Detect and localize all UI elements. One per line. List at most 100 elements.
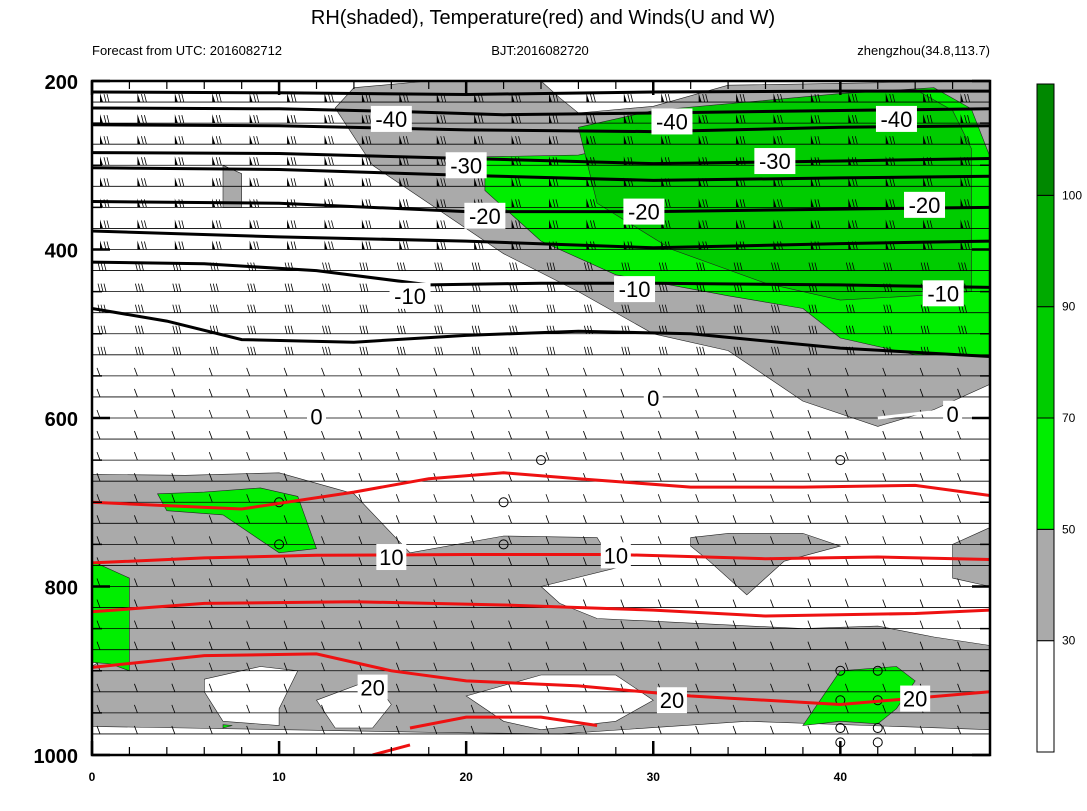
wind-barb-feather: [368, 115, 372, 124]
wind-barb-feather: [395, 725, 400, 735]
wind-barb-feather: [246, 578, 251, 587]
isotherm-label-box: [464, 202, 506, 229]
wind-barb-feather: [590, 220, 593, 229]
wind-barb-feather: [702, 93, 706, 103]
wind-barb-feather: [733, 262, 737, 271]
wind-barb-feather: [181, 178, 185, 187]
wind-barb-feather: [555, 220, 559, 229]
wind-barb-feather: [620, 473, 625, 482]
wind-barb-feather: [661, 262, 665, 271]
wind-barb-feather: [477, 325, 481, 334]
wind-barb-feather: [433, 620, 438, 629]
wind-barb-pennant: [549, 219, 552, 229]
wind-barb-pennant: [324, 219, 328, 229]
wind-barb-feather: [699, 304, 703, 313]
wind-barb-feather: [321, 536, 325, 545]
wind-barb-feather: [770, 494, 774, 503]
rh-region-50-70: [92, 472, 990, 735]
wind-barb-pennant: [174, 177, 178, 187]
wind-barb-feather: [395, 515, 400, 524]
wind-barb-feather: [181, 93, 185, 103]
wind-barb-feather: [621, 304, 625, 313]
wind-barb-feather: [365, 178, 369, 187]
isotherm-label-box: [651, 108, 693, 135]
wind-barb-pennant: [474, 177, 478, 187]
wind-barb-feather: [844, 599, 849, 608]
wind-barb-feather: [144, 178, 147, 187]
wind-barb-pennant: [474, 135, 478, 145]
wind-barb-feather: [470, 430, 475, 440]
wind-barb-feather: [844, 367, 849, 377]
wind-barb-feather: [171, 494, 176, 503]
isotherm--40: [92, 106, 990, 117]
wind-barb-feather: [705, 93, 709, 103]
wind-barb-pennant: [960, 114, 964, 124]
wind-barb-feather: [328, 115, 331, 124]
calm-wind-circle: [498, 539, 509, 550]
isotherm-zero: [129, 440, 224, 452]
wind-barb-feather: [440, 304, 444, 313]
wind-barb-pennant: [399, 240, 403, 250]
wind-barb-feather: [695, 620, 700, 629]
wind-barb-feather: [208, 367, 213, 377]
wind-barb-pennant: [212, 135, 216, 145]
wind-barb-feather: [283, 620, 288, 629]
wind-barb-feather: [141, 241, 144, 250]
wind-barb-pennant: [287, 114, 291, 124]
wind-barb-feather: [545, 725, 550, 735]
wind-barb-feather: [593, 115, 596, 124]
wind-barb-feather: [508, 683, 512, 692]
wind-barb-feather: [882, 641, 887, 650]
wind-barb-feather: [770, 620, 774, 629]
wind-barb-feather: [851, 136, 855, 145]
wind-barb-feather: [437, 262, 441, 271]
wind-barb-feather: [555, 199, 559, 208]
wind-barb-pennant: [810, 114, 814, 124]
wind-barb-feather: [358, 578, 363, 587]
wind-barb-feather: [590, 304, 593, 313]
wind-barb-feather: [474, 304, 478, 313]
calm-wind-circle: [536, 455, 546, 466]
wind-barb-feather: [546, 346, 550, 355]
wind-barb-feather: [368, 157, 372, 166]
wind-barb-feather: [321, 430, 325, 440]
wind-barb-feather: [322, 325, 325, 334]
wind-barb-feather: [208, 683, 213, 692]
wind-barb-feather: [624, 262, 628, 271]
wind-barb-feather: [929, 220, 933, 229]
colorbar-label: 100: [1062, 188, 1082, 202]
wind-barb-feather: [957, 725, 961, 735]
wind-barb-feather: [181, 157, 185, 166]
isotherm-label-box: [943, 400, 963, 427]
wind-barb-feather: [807, 725, 812, 735]
wind-barb-feather: [620, 494, 625, 503]
wind-barb-feather: [134, 578, 138, 587]
wind-barb-feather: [736, 346, 740, 355]
wind-barb-feather: [920, 325, 924, 334]
wind-barb-pennant: [174, 93, 178, 103]
wind-barb-feather: [135, 304, 138, 313]
wind-barb-feather: [215, 136, 219, 145]
wind-barb-feather: [246, 494, 251, 503]
wind-barb-feather: [515, 136, 518, 145]
wind-barb-feather: [964, 93, 967, 103]
wind-barb-feather: [512, 304, 515, 313]
wind-barb-pennant: [661, 135, 665, 145]
wind-barb-feather: [695, 473, 700, 482]
wind-barb-feather: [172, 304, 176, 313]
wind-barb-feather: [246, 430, 251, 440]
wind-barb-feather: [848, 304, 852, 313]
wind-barb-feather: [961, 325, 964, 334]
y-tick-label: 800: [45, 578, 78, 600]
wind-barb-feather: [661, 346, 665, 355]
wind-barb-feather: [545, 620, 550, 629]
wind-barb-feather: [402, 262, 406, 271]
wind-barb-feather: [362, 262, 366, 271]
wind-barb-feather: [620, 367, 625, 377]
wind-barb-feather: [321, 473, 325, 482]
wind-barb-feather: [331, 241, 334, 250]
wind-barb-pennant: [100, 114, 103, 124]
wind-barb-pennant: [212, 240, 216, 250]
isotherm-label: 20: [660, 688, 684, 713]
wind-barb-feather: [889, 199, 893, 208]
